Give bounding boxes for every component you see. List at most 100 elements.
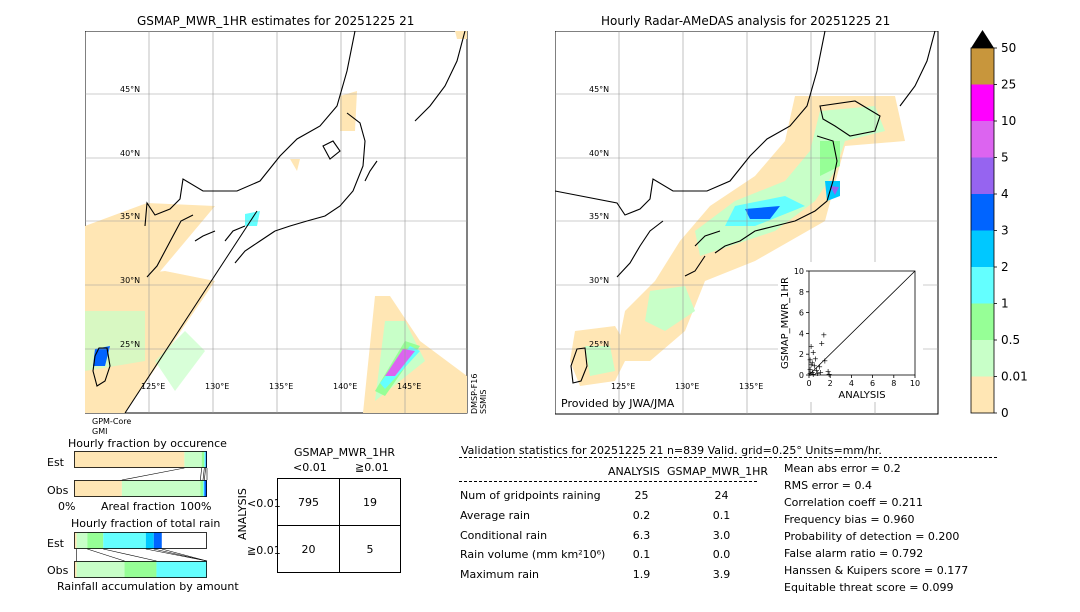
- fraction-segment: [121, 480, 201, 497]
- row-gsmap-2: 3.0: [712, 529, 731, 542]
- fraction-segment: [201, 451, 205, 468]
- fraction-segment: [204, 480, 207, 497]
- scatter-point: +: [814, 369, 821, 378]
- scatter-point: +: [825, 367, 832, 376]
- score-ets: Equitable threat score = 0.099: [784, 581, 954, 594]
- colorbar-label: 25: [1001, 78, 1016, 92]
- fraction-connector: [161, 548, 208, 562]
- left-map: [85, 31, 468, 414]
- rainfall-est-label: Est: [47, 537, 64, 550]
- fraction-segment: [103, 532, 146, 549]
- rainfall-xlabel: Rainfall accumulation by amount: [57, 580, 239, 593]
- scatter-point: +: [808, 342, 815, 351]
- scatter-point: +: [818, 339, 825, 348]
- scatter-diagonal: [808, 270, 916, 376]
- validation-divider: [459, 457, 997, 458]
- colorbar-cell: [971, 157, 994, 194]
- colorbar-extend-arrow: [971, 30, 994, 48]
- satellite-label-left: GPM-Core GMI: [92, 417, 132, 436]
- colorbar-label: 3: [1001, 224, 1009, 238]
- contingency-table: 795 19 20 5: [277, 478, 401, 573]
- left-map-title: GSMAP_MWR_1HR estimates for 20251225 21: [137, 14, 415, 28]
- left-lon-130: 130°E: [205, 382, 230, 391]
- col-gsmap: GSMAP_MWR_1HR: [667, 465, 769, 478]
- scatter-xtick-label: 10: [910, 379, 920, 388]
- fraction-segment: [204, 451, 206, 468]
- scatter-xtick-label: 0: [806, 379, 811, 388]
- contingency-row-2: ≧0.01: [247, 544, 281, 557]
- fraction-segment: [203, 480, 205, 497]
- fraction-bar-frame: [74, 480, 207, 497]
- scatter-point: +: [809, 359, 816, 368]
- fraction-bar-frame: [74, 532, 207, 549]
- fraction-segment: [156, 561, 207, 578]
- fraction-connector: [153, 548, 208, 562]
- scatter-xlabel: ANALYSIS: [838, 390, 885, 401]
- fraction-bar-frame: [74, 451, 207, 468]
- row-label-1: Average rain: [460, 509, 530, 522]
- colorbar-label: 2: [1001, 260, 1009, 274]
- cell-hit: 5: [366, 543, 374, 556]
- score-pod: Probability of detection = 0.200: [784, 530, 960, 543]
- colorbar-cell: [971, 84, 994, 121]
- scatter-point: +: [810, 370, 817, 379]
- fraction-connector: [200, 467, 202, 481]
- fraction-connector: [121, 467, 185, 481]
- fraction-bar-frame: [74, 561, 207, 578]
- occurrence-bars: [74, 451, 208, 497]
- scatter-ytick-label: 8: [799, 288, 804, 297]
- scatter-point: +: [812, 354, 819, 363]
- occurrence-title: Hourly fraction by occurence: [68, 437, 227, 450]
- colorbar-cell: [971, 267, 994, 304]
- score-hk: Hanssen & Kuipers score = 0.177: [784, 564, 969, 577]
- right-lon-130: 130°E: [675, 382, 700, 391]
- colorbar-label: 0.01: [1001, 370, 1028, 384]
- fraction-connector: [87, 548, 125, 562]
- satellite-label-right: DMSP-F16 SSMIS: [470, 373, 488, 414]
- colorbar-label: 10: [1001, 114, 1016, 128]
- scatter-point: +: [807, 355, 814, 364]
- scatter-ytick-label: 0: [799, 371, 804, 380]
- fraction-segment: [87, 532, 104, 549]
- colorbar-label: 4: [1001, 187, 1009, 201]
- contingency-row-label: ANALYSIS: [236, 488, 249, 540]
- occurrence-est-label: Est: [47, 456, 64, 469]
- cell-false-alarm: 19: [363, 496, 377, 509]
- colorbar-cell: [971, 48, 994, 85]
- rainfall-bars: [74, 532, 208, 578]
- left-lat-35: 35°N: [120, 212, 141, 221]
- fraction-segment: [74, 561, 77, 578]
- right-lat-30: 30°N: [589, 276, 610, 285]
- score-frequency-bias: Frequency bias = 0.960: [784, 513, 915, 526]
- left-lat-30: 30°N: [120, 276, 141, 285]
- left-lon-145: 145°E: [397, 382, 422, 391]
- data-credit: Provided by JWA/JMA: [561, 397, 675, 410]
- colorbar-label: 1: [1001, 297, 1009, 311]
- scatter-ytick-label: 2: [799, 350, 804, 359]
- colorbar-cell: [971, 376, 994, 413]
- score-far: False alarm ratio = 0.792: [784, 547, 924, 560]
- scatter-point: +: [816, 363, 823, 372]
- colorbar-cell: [971, 194, 994, 231]
- left-lat-25: 25°N: [120, 340, 141, 349]
- left-lon-135: 135°E: [269, 382, 294, 391]
- scatter-point: +: [807, 365, 814, 374]
- contingency-col-2: ≧0.01: [355, 461, 389, 474]
- right-lat-35: 35°N: [589, 212, 610, 221]
- right-lat-45: 45°N: [589, 85, 610, 94]
- scatter-ylabel: GSMAP_MWR_1HR: [780, 277, 791, 369]
- right-lat-40: 40°N: [589, 149, 610, 158]
- scatter-xtick-label: 2: [828, 379, 833, 388]
- right-lon-135: 135°E: [739, 382, 764, 391]
- colorbar-cell: [971, 230, 994, 267]
- fraction-connector: [204, 467, 206, 481]
- fraction-connector: [103, 548, 157, 562]
- row-gsmap-3: 0.0: [712, 548, 731, 561]
- occurrence-xlabel: Areal fraction: [101, 500, 176, 513]
- right-map-title: Hourly Radar-AMeDAS analysis for 2025122…: [601, 14, 891, 28]
- validation-subdivider: [459, 481, 757, 482]
- colorbar-label: 0: [1001, 406, 1009, 420]
- scatter-point: +: [808, 361, 815, 370]
- colorbar-cell: [971, 121, 994, 158]
- fraction-segment: [145, 532, 154, 549]
